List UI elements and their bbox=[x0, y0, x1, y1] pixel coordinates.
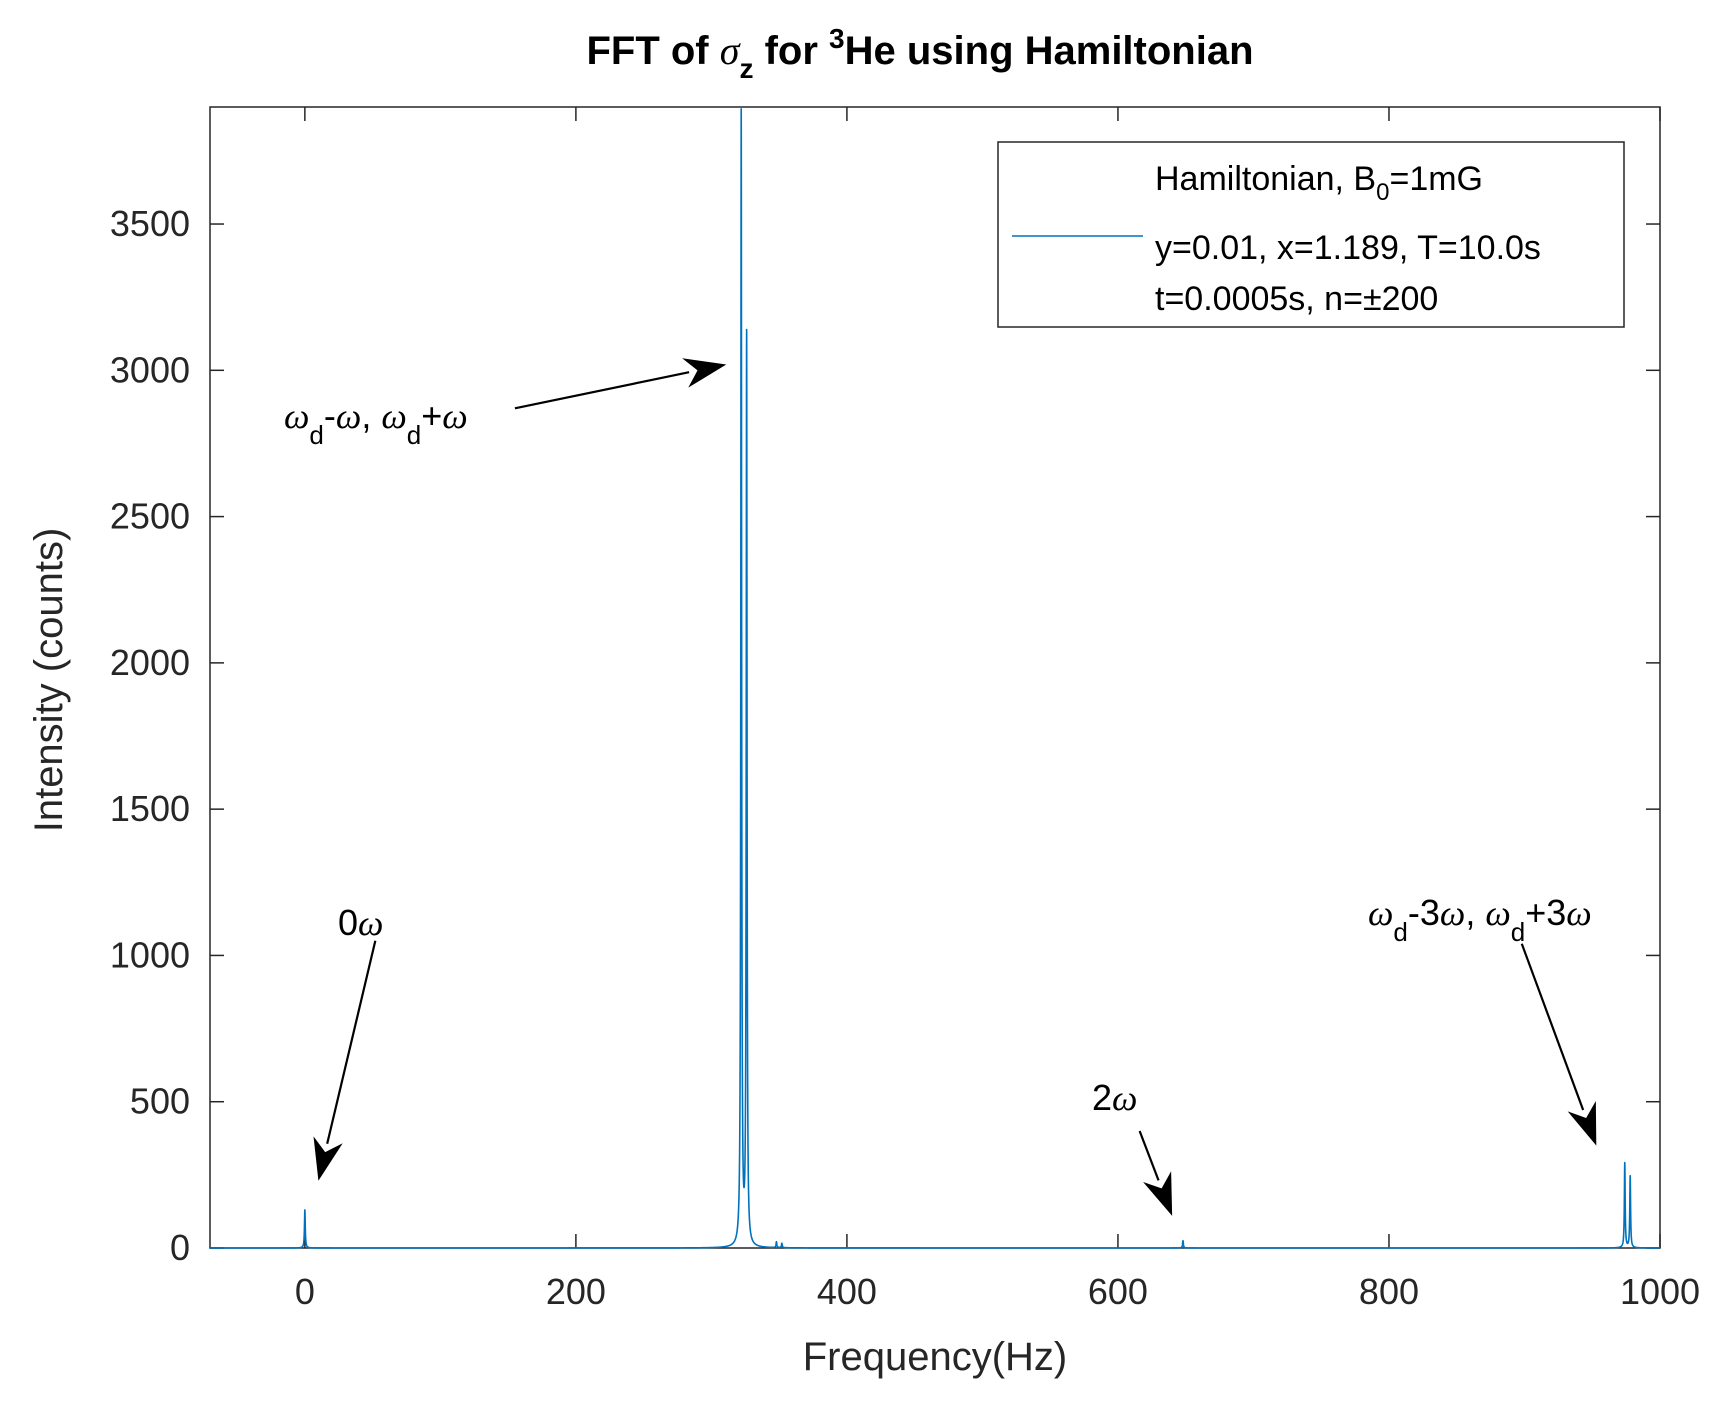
legend: Hamiltonian, B0=1mG y=0.01, x=1.189, T=1… bbox=[997, 141, 1625, 328]
x-tick-label: 1000 bbox=[1620, 1271, 1700, 1312]
legend-box bbox=[997, 141, 1625, 328]
annotation-arrow bbox=[313, 940, 377, 1181]
legend-entry-line2: y=0.01, x=1.189, T=10.0s bbox=[1155, 229, 1541, 267]
arrow-head bbox=[313, 1136, 343, 1181]
x-tick-label: 800 bbox=[1359, 1271, 1419, 1312]
y-tick-label: 1500 bbox=[110, 788, 190, 829]
annotation-arrow bbox=[1520, 943, 1597, 1146]
x-tick-label: 200 bbox=[546, 1271, 606, 1312]
annotation-label-a4: ωd-3ω, ωd+3ω bbox=[1368, 892, 1592, 947]
arrow-shaft bbox=[514, 371, 690, 410]
arrow-shaft bbox=[1138, 1130, 1160, 1181]
arrow-head bbox=[682, 358, 727, 388]
y-tick-label: 1000 bbox=[110, 934, 190, 975]
annotation-label-a2: 0ω bbox=[338, 902, 383, 943]
x-axis-label: Frequency(Hz) bbox=[803, 1335, 1068, 1379]
annotations: ωd-ω, ωd+ω 0ω 2ω ωd-3ω, ωd+3ω bbox=[284, 358, 1597, 1216]
y-tick-label: 2000 bbox=[110, 642, 190, 683]
y-tick-label: 3500 bbox=[110, 203, 190, 244]
series-line bbox=[209, 108, 1661, 1249]
arrow-head bbox=[1567, 1101, 1597, 1146]
tick-labels: 0 200 400 600 800 1000 0 500 1000 1500 2000 2500 300… bbox=[110, 203, 1700, 1312]
x-tick-label: 600 bbox=[1088, 1271, 1148, 1312]
arrow-shaft bbox=[326, 940, 377, 1144]
y-tick-label: 500 bbox=[130, 1081, 190, 1122]
arrow-head bbox=[1143, 1171, 1173, 1216]
legend-entry-line1: Hamiltonian, B0=1mG bbox=[1155, 160, 1483, 206]
y-tick-label: 2500 bbox=[110, 496, 190, 537]
annotation-label-a1: ωd-ω, ωd+ω bbox=[284, 395, 468, 450]
arrow-shaft bbox=[1520, 943, 1585, 1111]
legend-entry-line3: t=0.0005s, n=±200 bbox=[1155, 280, 1438, 318]
axis-ticks bbox=[210, 107, 1661, 1249]
annotation-arrow bbox=[1138, 1130, 1173, 1216]
annotation-label-a3: 2ω bbox=[1092, 1077, 1137, 1118]
x-tick-label: 0 bbox=[295, 1271, 315, 1312]
y-axis-label: Intensity (counts) bbox=[27, 528, 71, 833]
annotation-arrow bbox=[514, 358, 727, 410]
y-tick-label: 3000 bbox=[110, 349, 190, 390]
chart-title: FFT of σz for 3He using Hamiltonian bbox=[586, 23, 1253, 84]
series-layer bbox=[209, 108, 1661, 1249]
y-tick-label: 0 bbox=[170, 1227, 190, 1268]
x-tick-label: 400 bbox=[817, 1271, 877, 1312]
